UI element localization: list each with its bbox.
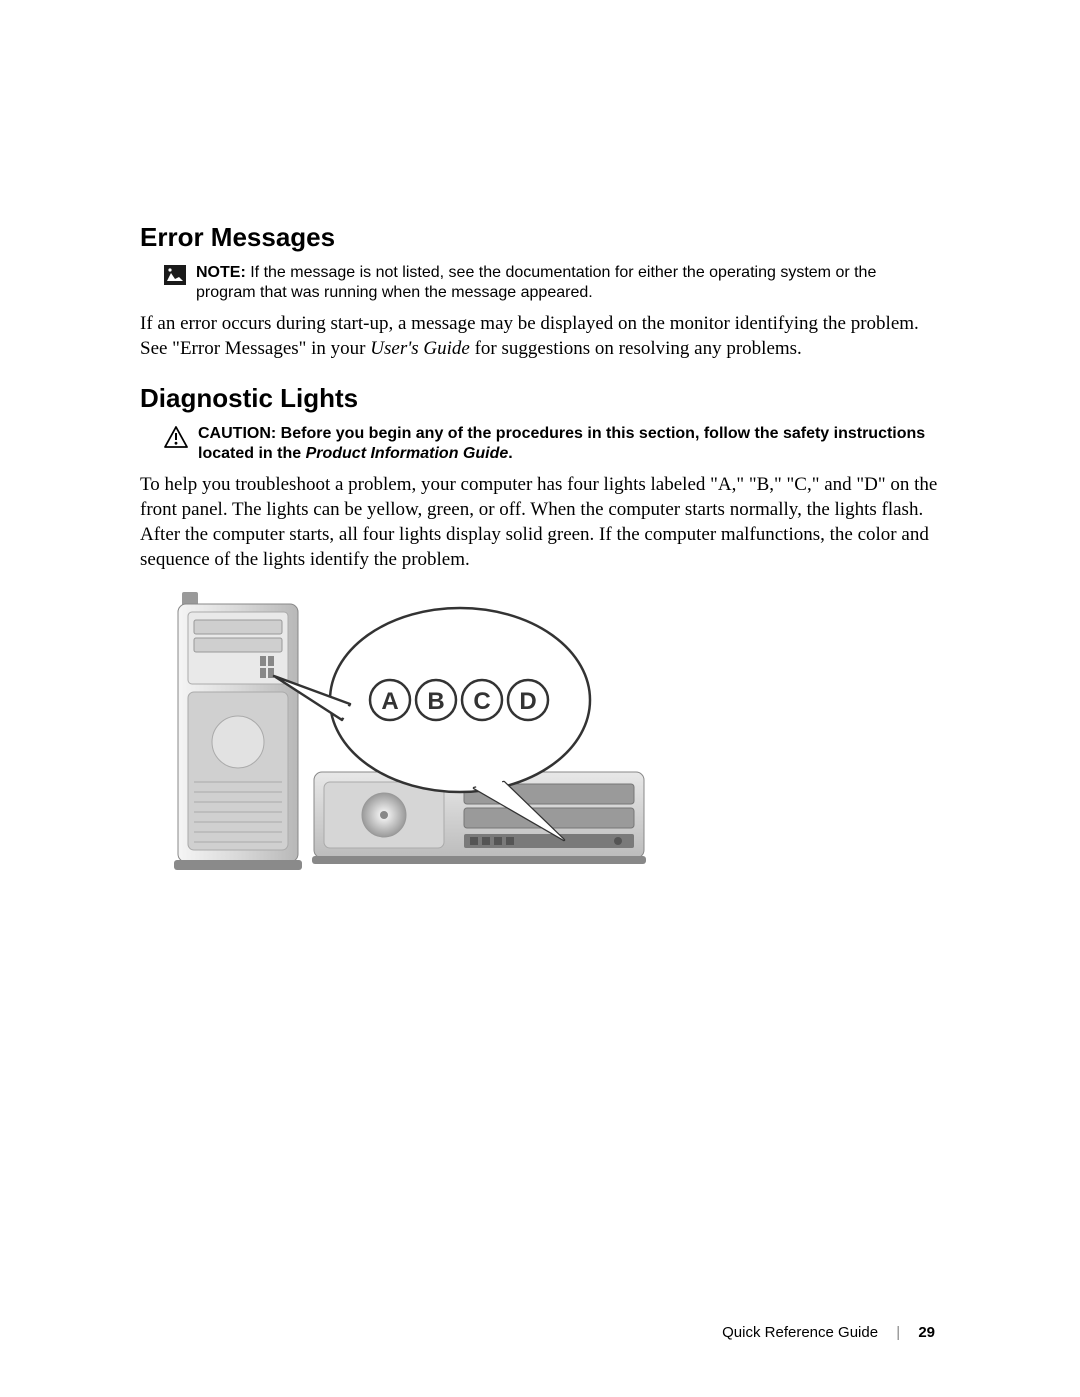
tower-computer	[174, 592, 302, 870]
body-italic: User's Guide	[370, 338, 470, 359]
note-label: NOTE:	[196, 264, 246, 281]
page-footer: Quick Reference Guide | 29	[722, 1324, 935, 1341]
note-body: If the message is not listed, see the do…	[196, 264, 876, 301]
note-block: NOTE: If the message is not listed, see …	[140, 263, 940, 303]
light-d: D	[508, 680, 548, 720]
light-d-label: D	[519, 688, 536, 715]
caution-post: .	[508, 445, 512, 462]
light-a-label: A	[381, 688, 398, 715]
footer-doc-title: Quick Reference Guide	[722, 1324, 878, 1341]
error-messages-body: If an error occurs during start-up, a me…	[140, 311, 940, 361]
section-heading-diagnostic-lights: Diagnostic Lights	[140, 383, 940, 414]
caution-icon	[164, 426, 188, 453]
note-icon	[164, 265, 186, 290]
light-a: A	[370, 680, 410, 720]
footer-page-number: 29	[918, 1324, 935, 1341]
body-post: for suggestions on resolving any problem…	[470, 338, 802, 359]
footer-separator: |	[896, 1324, 900, 1341]
light-c-label: C	[473, 688, 490, 715]
caution-block: CAUTION: Before you begin any of the pro…	[140, 424, 940, 464]
light-c: C	[462, 680, 502, 720]
diagnostic-lights-body: To help you troubleshoot a problem, your…	[140, 472, 940, 572]
light-b-label: B	[427, 688, 444, 715]
caution-italic: Product Information Guide	[306, 445, 509, 462]
diagnostic-lights-illustration: A B C D	[164, 592, 940, 887]
caution-text: CAUTION: Before you begin any of the pro…	[198, 424, 940, 464]
section-heading-error-messages: Error Messages	[140, 222, 940, 253]
light-b: B	[416, 680, 456, 720]
caution-label: CAUTION:	[198, 425, 281, 442]
note-text: NOTE: If the message is not listed, see …	[196, 263, 940, 303]
